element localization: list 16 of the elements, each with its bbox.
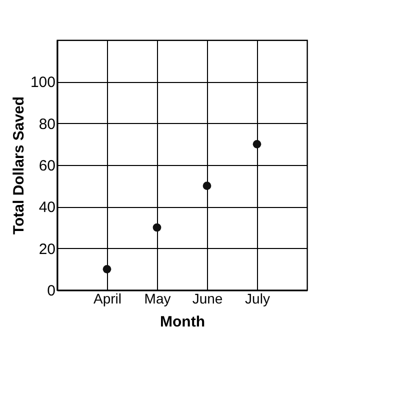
y-tick-label: 40	[38, 199, 56, 216]
point	[202, 182, 212, 190]
x-tick-label: April	[93, 290, 122, 306]
y-axis-title: Total Dollars Saved	[10, 96, 28, 235]
x-axis-title: Month	[160, 314, 205, 330]
x-tick-label: May	[144, 290, 171, 306]
y-tick-label: 100	[30, 74, 56, 92]
point	[252, 140, 262, 148]
y-tick-label: 20	[38, 240, 56, 258]
y-tick-label: 80	[38, 116, 56, 133]
x-tick-label: July	[245, 290, 270, 306]
y-tick-label: 60	[38, 158, 56, 174]
y-tick-label: 0	[47, 282, 56, 300]
point	[102, 264, 112, 274]
x-tick-label: June	[192, 290, 223, 306]
point	[152, 223, 162, 232]
